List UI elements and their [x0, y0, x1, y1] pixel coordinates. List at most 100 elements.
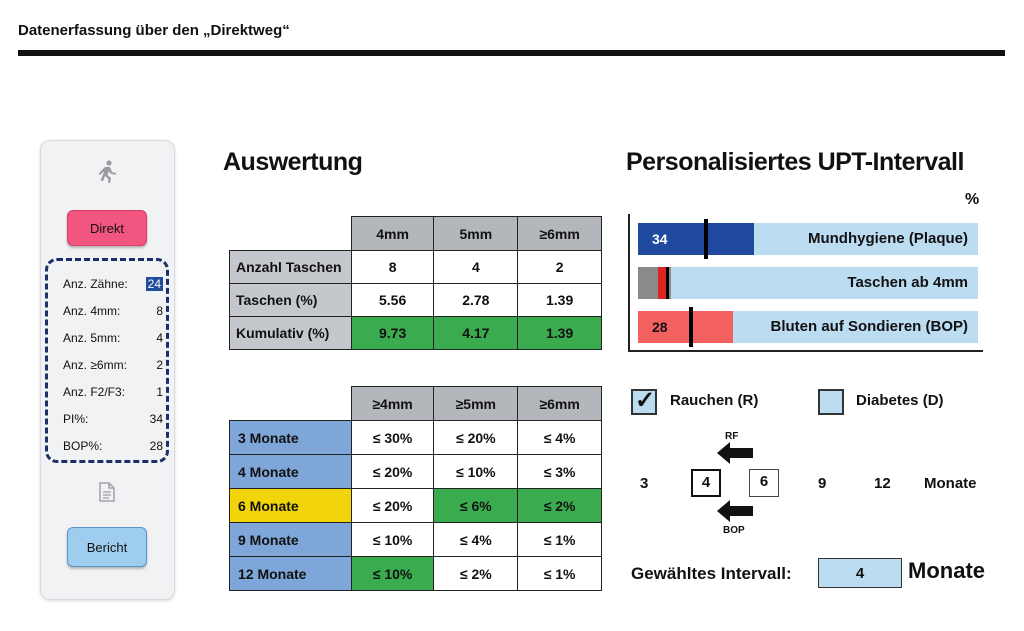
stat-label: Anz. Zähne: — [63, 277, 128, 291]
table-row: Anzahl Taschen 8 4 2 — [229, 250, 602, 284]
table-cell: ≤ 1% — [517, 522, 602, 557]
row-header: 6 Monate — [229, 488, 352, 523]
stat-label: PI%: — [63, 412, 89, 426]
column-header: ≥4mm — [350, 386, 435, 421]
table-cell: ≤ 20% — [433, 420, 519, 455]
running-person-icon — [98, 160, 116, 183]
bericht-button[interactable]: Bericht — [67, 527, 147, 567]
stat-value: 28 — [149, 439, 163, 453]
interval-table: ≥4mm ≥5mm ≥6mm 3 Monate ≤ 30% ≤ 20% ≤ 4%… — [229, 386, 602, 591]
table-row: Kumulativ (%) 9.73 4.17 1.39 — [229, 316, 602, 350]
table-cell: ≤ 4% — [433, 522, 519, 557]
box-upper-interval: 6 — [749, 469, 779, 497]
interval-value-field[interactable]: 4 — [818, 558, 902, 588]
table-corner — [230, 217, 352, 251]
stat-label: BOP%: — [63, 439, 103, 453]
stat-value: 1 — [156, 385, 163, 399]
row-header: 12 Monate — [229, 556, 352, 591]
upt-title: Personalisiertes UPT-Intervall — [626, 148, 964, 176]
percent-unit: % — [965, 191, 980, 208]
bar-value: 28 — [652, 319, 668, 335]
gewaehlt-label: Gewähltes Intervall: — [631, 564, 792, 583]
bar-bop: 28 Bluten auf Sondieren (BOP) — [638, 307, 978, 347]
stat-value: 34 — [149, 412, 163, 426]
bar-label: Bluten auf Sondieren (BOP) — [770, 318, 968, 335]
bar-label: Mundhygiene (Plaque) — [807, 230, 968, 247]
direkt-button[interactable]: Direkt — [67, 210, 147, 246]
table-row: 3 Monate ≤ 30% ≤ 20% ≤ 4% — [229, 420, 602, 455]
table-row: Taschen (%) 5.56 2.78 1.39 — [229, 283, 602, 317]
auswertung-title: Auswertung — [223, 148, 363, 176]
stats-panel: Anz. Zähne: 24 Anz. 4mm: 8 Anz. 5mm: 4 A… — [45, 258, 169, 463]
table-cell: 1.39 — [517, 316, 602, 350]
bar-label: Taschen ab 4mm — [847, 274, 968, 291]
stat-label: Anz. F2/F3: — [63, 385, 126, 399]
scale-3: 3 — [640, 475, 649, 492]
table-cell: 4.17 — [433, 316, 519, 350]
bar-taschen: Taschen ab 4mm — [638, 267, 978, 299]
table-cell: 1.39 — [517, 283, 602, 317]
table-cell: ≤ 4% — [517, 420, 602, 455]
table-cell: ≤ 2% — [433, 556, 519, 591]
stat-value: 8 — [156, 304, 163, 318]
table-cell: ≤ 10% — [433, 454, 519, 489]
arrow-left-icon — [717, 442, 753, 464]
scale-12: 12 — [874, 475, 891, 492]
box-lower-interval: 4 — [691, 469, 721, 497]
bar-fill — [638, 311, 733, 343]
bar-threshold-marker — [666, 267, 669, 299]
table-row: 12 Monate ≤ 10% ≤ 2% ≤ 1% — [229, 556, 602, 591]
table-cell: 5.56 — [350, 283, 435, 317]
arrow-left-icon — [717, 500, 753, 522]
document-icon — [99, 482, 115, 502]
bop-label: BOP — [723, 525, 745, 536]
row-header: Kumulativ (%) — [229, 316, 352, 350]
stat-label: Anz. 4mm: — [63, 304, 121, 318]
diabetes-label: Diabetes (D) — [856, 392, 944, 409]
page-title: Datenerfassung über den „Direktweg“ — [18, 22, 290, 39]
stat-value[interactable]: 24 — [145, 277, 163, 291]
table-cell: 2 — [517, 250, 602, 284]
table-cell: ≤ 3% — [517, 454, 602, 489]
scale-unit: Monate — [924, 475, 977, 492]
interval-unit: Monate — [908, 558, 985, 583]
bar-red-segment — [658, 267, 666, 299]
stat-value: 2 — [156, 358, 163, 372]
row-header: Anzahl Taschen — [229, 250, 352, 284]
table-cell: 4 — [433, 250, 519, 284]
table-row: 6 Monate ≤ 20% ≤ 6% ≤ 2% — [229, 488, 602, 523]
bar-fill — [638, 223, 754, 255]
bar-threshold-marker — [704, 219, 708, 259]
table-row: 9 Monate ≤ 10% ≤ 4% ≤ 1% — [229, 522, 602, 557]
table-cell: ≤ 30% — [350, 420, 435, 455]
table-cell: 2.78 — [433, 283, 519, 317]
stat-label: Anz. ≥6mm: — [63, 358, 127, 372]
table-cell: ≤ 2% — [517, 488, 602, 523]
rf-label: RF — [725, 431, 739, 442]
table-cell: ≤ 20% — [350, 488, 435, 523]
column-header: 5mm — [433, 216, 519, 251]
row-header: 3 Monate — [229, 420, 352, 455]
bar-value: 34 — [652, 231, 668, 247]
table-corner — [230, 387, 352, 421]
table-cell: ≤ 1% — [517, 556, 602, 591]
bar-threshold-marker — [689, 307, 693, 347]
row-header: 4 Monate — [229, 454, 352, 489]
diabetes-checkbox[interactable] — [818, 389, 844, 415]
row-header: 9 Monate — [229, 522, 352, 557]
check-icon: ✓ — [635, 387, 656, 414]
table-cell: ≤ 20% — [350, 454, 435, 489]
column-header: ≥5mm — [433, 386, 519, 421]
pocket-table: 4mm 5mm ≥6mm Anzahl Taschen 8 4 2 Tasche… — [229, 216, 602, 350]
table-cell: ≤ 10% — [350, 556, 435, 591]
header-divider — [18, 50, 1005, 56]
bar-mundhygiene: 34 Mundhygiene (Plaque) — [638, 219, 978, 259]
rauchen-checkbox[interactable]: ✓ — [631, 387, 657, 415]
stat-label: Anz. 5mm: — [63, 331, 121, 345]
column-header: ≥6mm — [517, 386, 602, 421]
row-header: Taschen (%) — [229, 283, 352, 317]
column-header: ≥6mm — [517, 216, 602, 251]
table-cell: 9.73 — [350, 316, 435, 350]
stat-value: 4 — [156, 331, 163, 345]
rauchen-label: Rauchen (R) — [670, 392, 759, 409]
